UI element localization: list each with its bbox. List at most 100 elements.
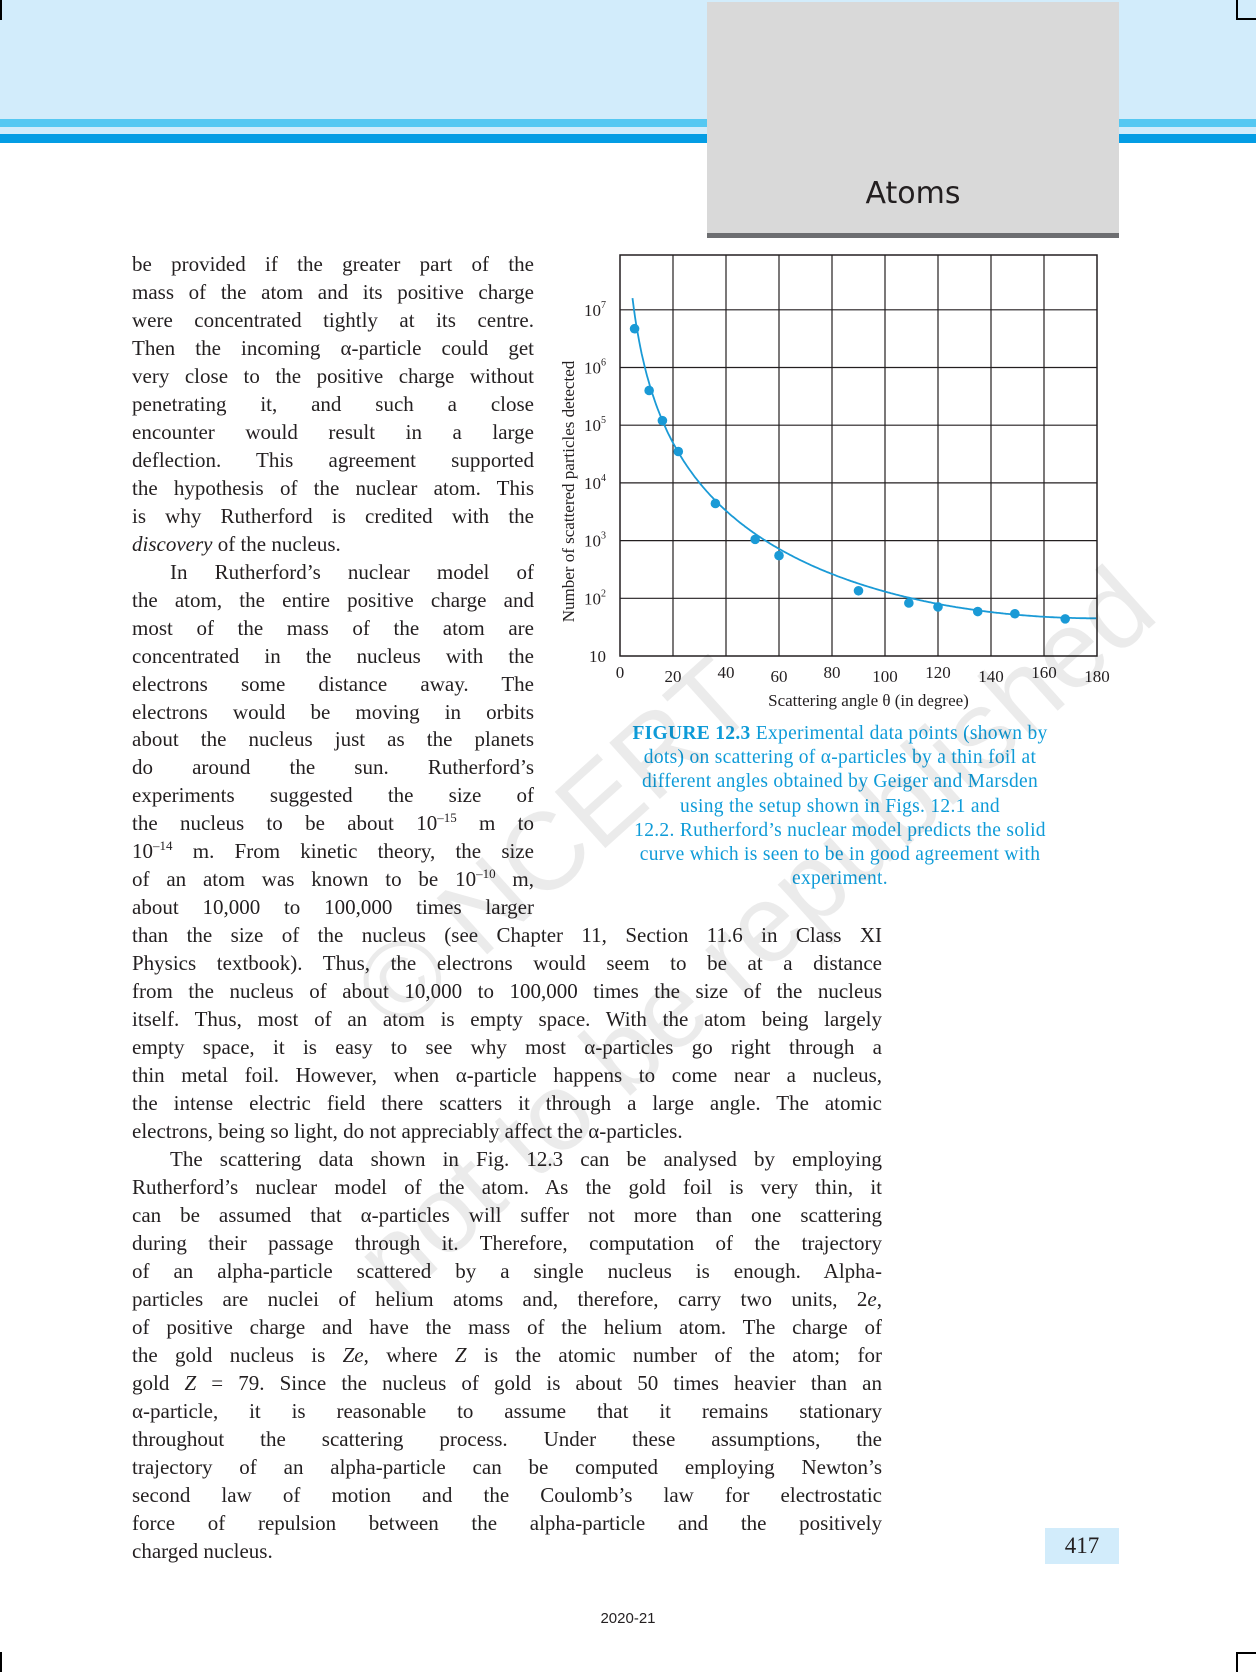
data-point (1060, 614, 1070, 624)
crop-mark (1236, 0, 1238, 20)
body-line: the nucleus to be about 10–15 m to (132, 809, 534, 837)
body-line: than the size of the nucleus (see Chapte… (132, 921, 882, 949)
body-line: 10–14 m. From kinetic theory, the size (132, 837, 534, 865)
x-tick-label: 180 (1084, 667, 1110, 686)
y-tick-label: 107 (584, 300, 606, 320)
text-run: penetrating it, and such a close (132, 391, 534, 416)
body-line: very close to the positive charge withou… (132, 362, 534, 390)
body-line: the intense electric field there scatter… (132, 1089, 882, 1117)
data-point (972, 606, 983, 617)
text-run: were concentrated tightly at its centre. (132, 307, 534, 332)
chapter-title: Atoms (865, 176, 961, 211)
plot-frame (619, 254, 1098, 657)
body-line: Rutherford’s nuclear model of the atom. … (132, 1173, 882, 1201)
text-run: Rutherford’s nuclear model of the atom. … (132, 1175, 882, 1199)
body-line: electrons some distance away. The (132, 670, 534, 698)
text-run: during their passage through it. Therefo… (132, 1230, 882, 1255)
body-line: electrons would be moving in orbits (132, 698, 534, 726)
body-line: gold Z = 79. Since the nucleus of gold i… (132, 1369, 882, 1397)
text-run: than the size of the nucleus (see Chapte… (132, 923, 882, 948)
text-run: the gold nucleus is (132, 1342, 343, 1367)
chapter-title-box: Atoms (707, 2, 1119, 238)
body-line: most of the mass of the atom are (132, 614, 534, 642)
data-point (904, 598, 914, 608)
x-axis-label: Scattering angle θ (in degree) (768, 691, 969, 710)
caption-line: Experimental data points (shown by (750, 723, 1048, 744)
text-run: the hypothesis of the nuclear atom. This (132, 475, 534, 500)
text-run: , where (363, 1342, 455, 1367)
body-line: were concentrated tightly at its centre. (132, 306, 534, 334)
crop-mark (0, 0, 2, 20)
header-gap (0, 127, 1256, 134)
y-tick-label: 106 (584, 358, 606, 378)
text-run: throughout the scattering process. Under… (132, 1426, 882, 1451)
text-run: of an atom was known to be 10 (132, 867, 477, 892)
text-run: thin metal foil. However, when α-particl… (132, 1063, 882, 1088)
text-run: In Rutherford’s nuclear model of (170, 559, 534, 584)
crop-mark (1236, 1652, 1238, 1672)
header-stripe-dark (0, 134, 1256, 143)
scattering-chart: 0 20 40 60 80 100 120 140 160 180 10 102 103 104 105 10… (559, 254, 1110, 710)
x-tick-label: 120 (925, 663, 951, 682)
page-number: 417 (1045, 1528, 1119, 1564)
text-run: is why Rutherford is credited with the (132, 503, 534, 528)
body-line: can be assumed that α-particles will suf… (132, 1201, 882, 1229)
body-line: is why Rutherford is credited with the (132, 502, 534, 530)
exponent: –14 (153, 838, 173, 854)
body-line: the gold nucleus is Ze, where Z is the a… (132, 1341, 882, 1369)
data-point (644, 385, 654, 396)
caption-line: experiment. (792, 868, 888, 890)
text-run: mass of the atom and its positive charge (132, 279, 534, 304)
text-run: very close to the positive charge withou… (132, 363, 534, 388)
body-line: trajectory of an alpha-particle can be c… (132, 1453, 882, 1481)
body-line: about the nucleus just as the planets (132, 725, 534, 753)
x-tick-label: 80 (824, 663, 841, 682)
body-line: concentrated in the nucleus with the (132, 642, 534, 670)
crop-mark (1236, 18, 1256, 20)
body-line: electrons, being so light, do not apprec… (132, 1117, 882, 1145)
text-run: electrons, being so light, do not apprec… (132, 1119, 683, 1144)
text-run: trajectory of an alpha-particle can be c… (132, 1454, 882, 1479)
x-tick-label: 60 (771, 667, 788, 686)
body-line: α-particle, it is reasonable to assume t… (132, 1397, 882, 1425)
text-run: of an alpha-particle scattered by a sing… (132, 1258, 882, 1283)
text-run: from the nucleus of about 10,000 to 100,… (132, 979, 882, 1004)
text-run: be provided if the greater part of the (132, 252, 534, 276)
body-line: thin metal foil. However, when α-particl… (132, 1061, 882, 1089)
y-tick-label: 10 (589, 647, 606, 666)
text-run: deflection. This agreement supported (132, 447, 534, 472)
y-tick-label: 105 (584, 415, 606, 435)
rutherford-curve (631, 297, 1097, 620)
exponent: –15 (437, 810, 457, 826)
body-line: The scattering data shown in Fig. 12.3 c… (170, 1145, 882, 1173)
text-run: m to (456, 811, 535, 836)
body-line: empty space, it is easy to see why most … (132, 1033, 882, 1061)
text-run: Physics textbook). Thus, the electrons w… (132, 951, 882, 976)
text-run: particles are nuclei of helium atoms and… (132, 1286, 868, 1311)
text-run: experiments suggested the size of (132, 783, 534, 808)
body-line: experiments suggested the size of (132, 781, 534, 809)
text-run: concentrated in the nucleus with the (132, 643, 534, 668)
text-run: the intense electric field there scatter… (132, 1091, 882, 1116)
x-tick-label: 140 (978, 667, 1004, 686)
caption-line: different angles obtained by Geiger and … (641, 771, 1039, 793)
body-line: be provided if the greater part of the (132, 250, 534, 278)
text-run: = 79. Since the nucleus of gold is about… (196, 1370, 882, 1395)
text-run: charged nucleus. (132, 1538, 273, 1563)
body-line: penetrating it, and such a close (132, 390, 534, 418)
body-line: charged nucleus. (132, 1537, 882, 1565)
data-point (853, 585, 864, 596)
figure-label: FIGURE 12.3 (632, 723, 751, 744)
body-line: of an atom was known to be 10–10 m, (132, 865, 534, 893)
data-point (657, 415, 668, 426)
text-run: of positive charge and have the mass of … (132, 1314, 882, 1339)
text-run: Z (184, 1370, 197, 1395)
y-tick-label: 104 (584, 473, 606, 493)
data-point (750, 534, 760, 545)
text-run: most of the mass of the atom are (132, 615, 534, 640)
text-run: m, (495, 867, 534, 892)
text-run: m. From kinetic theory, the size (172, 839, 534, 864)
caption-line: dots) on scattering of α-particles by a … (643, 747, 1037, 769)
text-run: can be assumed that α-particles will suf… (132, 1202, 882, 1227)
body-line: from the nucleus of about 10,000 to 100,… (132, 977, 882, 1005)
